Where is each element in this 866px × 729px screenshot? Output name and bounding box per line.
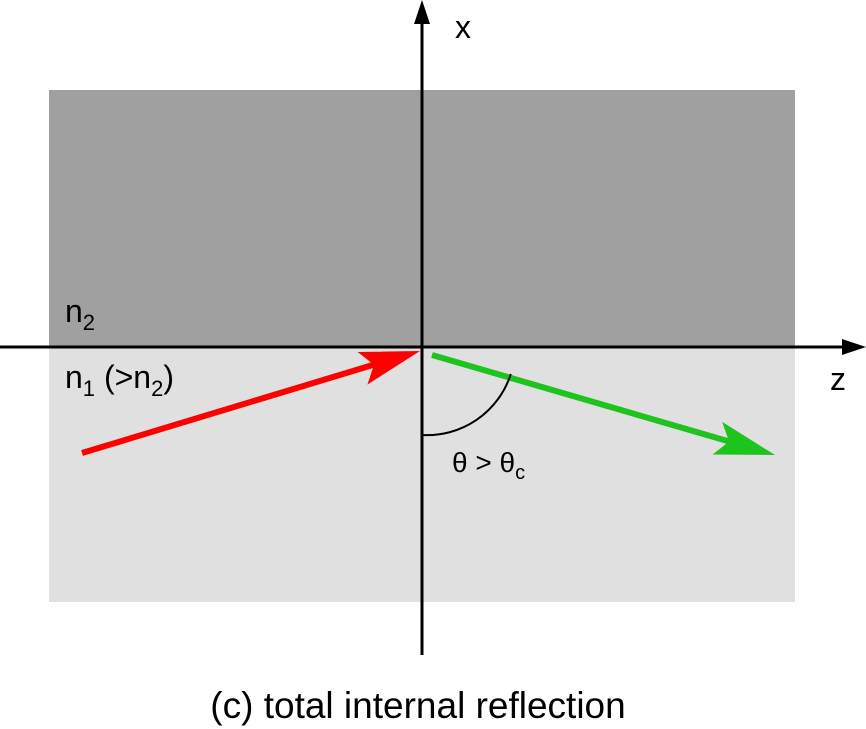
angle-arc bbox=[421, 373, 512, 437]
incident-ray bbox=[81, 361, 377, 456]
caption: (c) total internal reflection bbox=[210, 685, 625, 726]
reflected-arrowhead bbox=[712, 421, 775, 455]
medium-1-label: n1 (>n2) bbox=[65, 359, 174, 401]
z-axis-label: z bbox=[830, 361, 846, 397]
label-subscript: 1 bbox=[83, 376, 95, 401]
incident-arrowhead bbox=[357, 351, 420, 385]
medium-2-label: n2 bbox=[65, 293, 95, 335]
label-subscript: 2 bbox=[151, 376, 163, 401]
x-axis-arrowhead bbox=[414, 0, 430, 24]
label-part: n bbox=[65, 359, 83, 395]
angle-label: θ > θc bbox=[452, 447, 525, 484]
label-part: ) bbox=[163, 359, 174, 395]
label-part: θ > θ bbox=[452, 447, 515, 478]
z-axis-arrowhead bbox=[842, 339, 866, 355]
label-part: (>n bbox=[95, 359, 151, 395]
label-part: n bbox=[65, 293, 83, 329]
label-subscript: c bbox=[515, 462, 525, 484]
x-axis-label: x bbox=[455, 9, 471, 45]
label-subscript: 2 bbox=[83, 310, 95, 335]
reflected-ray bbox=[431, 352, 732, 445]
